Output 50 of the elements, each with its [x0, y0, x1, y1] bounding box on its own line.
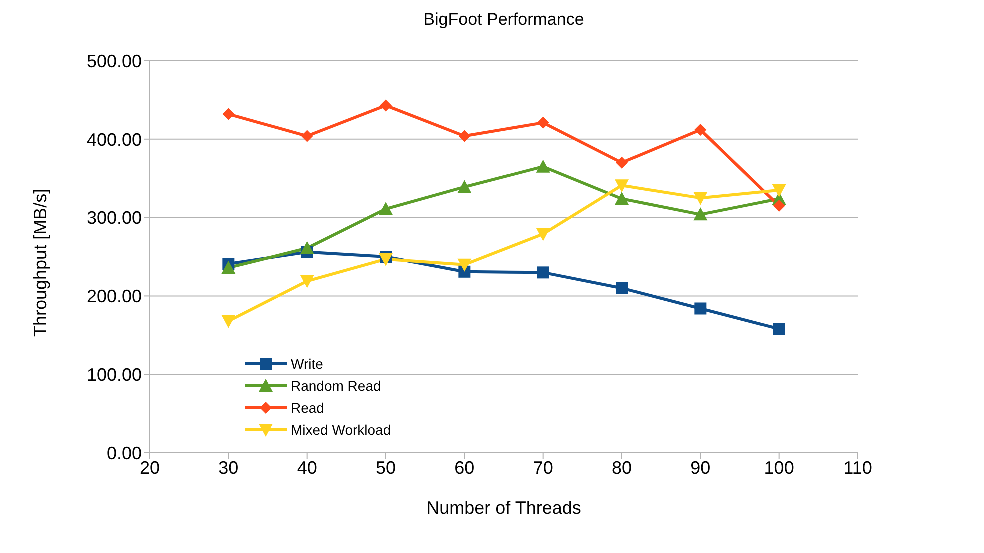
point: [694, 192, 708, 206]
legend-label: Mixed Workload: [291, 422, 392, 438]
chart-title: BigFoot Performance: [422, 10, 586, 30]
x-tick-label: 80: [612, 458, 632, 478]
point: [694, 124, 707, 136]
point: [458, 258, 472, 272]
point: [301, 130, 314, 142]
legend-label: Write: [291, 356, 324, 372]
point: [300, 241, 314, 254]
y-axis-title: Throughput [MB/s]: [30, 188, 50, 337]
y-tick-label: 300.00: [86, 208, 142, 228]
point: [222, 315, 236, 328]
y-tick-label: 200.00: [86, 286, 142, 307]
point: [773, 323, 786, 336]
point: [537, 266, 550, 279]
x-tick-label: 40: [297, 458, 318, 478]
point: [616, 282, 628, 294]
x-axis-title: Number of Threads: [426, 498, 582, 518]
point: [458, 180, 472, 194]
x-tick-label: 50: [376, 458, 396, 478]
point: [694, 208, 708, 221]
point: [379, 253, 393, 266]
point: [222, 108, 235, 120]
x-tick-label: 60: [454, 458, 475, 478]
point: [222, 260, 236, 274]
legend-label: Random Read: [291, 378, 382, 394]
point: [300, 275, 314, 288]
point: [694, 302, 707, 315]
point: [615, 180, 629, 193]
y-tick-label: 0.00: [106, 443, 142, 464]
point: [536, 160, 550, 173]
point: [616, 156, 628, 169]
legend-label: Read: [291, 400, 324, 416]
point: [380, 100, 392, 112]
point: [537, 116, 550, 129]
y-tick-label: 400.00: [86, 130, 142, 150]
y-tick-label: 500.00: [86, 51, 142, 72]
x-tick-label: 100: [764, 458, 794, 478]
point: [379, 202, 393, 216]
point: [772, 184, 786, 198]
x-tick-label: 30: [218, 458, 239, 478]
y-tick-label: 100.00: [86, 364, 142, 385]
x-tick-label: 20: [140, 458, 160, 478]
x-tick-label: 90: [690, 458, 711, 478]
point: [773, 200, 786, 212]
x-tick-label: 110: [844, 458, 872, 478]
x-tick-label: 70: [533, 458, 554, 478]
point: [458, 130, 471, 142]
point: [536, 228, 550, 242]
point: [615, 192, 629, 205]
